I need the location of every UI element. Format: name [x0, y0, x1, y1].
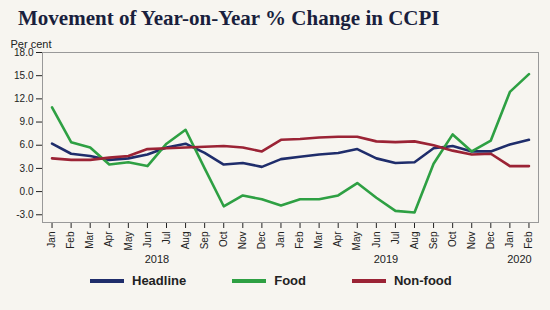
- html-text:Food: Food: [274, 272, 306, 288]
- svg-text:Nov: Nov: [466, 232, 477, 250]
- svg-text:Dec: Dec: [256, 232, 267, 250]
- svg-text:May: May: [351, 232, 362, 251]
- svg-text:Jun: Jun: [142, 232, 153, 248]
- svg-text:Aug: Aug: [180, 232, 191, 250]
- svg-text:Sep: Sep: [199, 231, 210, 249]
- svg-text:3.0: 3.0: [20, 163, 34, 174]
- svg-text:12.0: 12.0: [14, 93, 34, 104]
- svg-text:18.0: 18.0: [14, 46, 34, 58]
- svg-text:Jan: Jan: [46, 232, 57, 248]
- svg-text:Oct: Oct: [218, 231, 229, 247]
- svg-text:Per cent: Per cent: [11, 38, 52, 50]
- svg-text:9.0: 9.0: [20, 116, 34, 127]
- svg-text:Dec: Dec: [485, 232, 496, 250]
- svg-text:2018: 2018: [145, 253, 169, 265]
- svg-text:2019: 2019: [374, 253, 398, 265]
- svg-text:Jun: Jun: [371, 232, 382, 248]
- svg-text:2020: 2020: [507, 253, 531, 265]
- svg-text:Feb: Feb: [294, 231, 305, 249]
- svg-text:15.0: 15.0: [14, 70, 34, 81]
- html-text:Headline: Headline: [132, 272, 187, 288]
- svg-text:Mar: Mar: [84, 231, 95, 249]
- svg-text:Nov: Nov: [237, 232, 248, 250]
- svg-text:6.0: 6.0: [20, 139, 34, 150]
- svg-text:May: May: [123, 232, 134, 251]
- svg-text:Feb: Feb: [523, 231, 534, 249]
- html-text:Movement of Year-on-Year % Cha: Movement of Year-on-Year % Change in CCP…: [18, 6, 440, 30]
- svg-text:Apr: Apr: [332, 231, 343, 247]
- svg-text:Jul: Jul: [390, 232, 401, 245]
- svg-text:Jul: Jul: [161, 232, 172, 245]
- svg-text:0.0: 0.0: [20, 186, 34, 197]
- svg-text:-3.0: -3.0: [16, 209, 34, 220]
- html-text:Non-food: Non-food: [394, 272, 452, 288]
- svg-text:Apr: Apr: [103, 231, 114, 247]
- svg-text:Mar: Mar: [313, 231, 324, 249]
- svg-text:Oct: Oct: [447, 231, 458, 247]
- svg-text:Aug: Aug: [409, 232, 420, 250]
- svg-text:Jan: Jan: [275, 232, 286, 248]
- svg-text:Feb: Feb: [65, 231, 76, 249]
- svg-text:Sep: Sep: [428, 231, 439, 249]
- svg-text:Jan: Jan: [504, 232, 515, 248]
